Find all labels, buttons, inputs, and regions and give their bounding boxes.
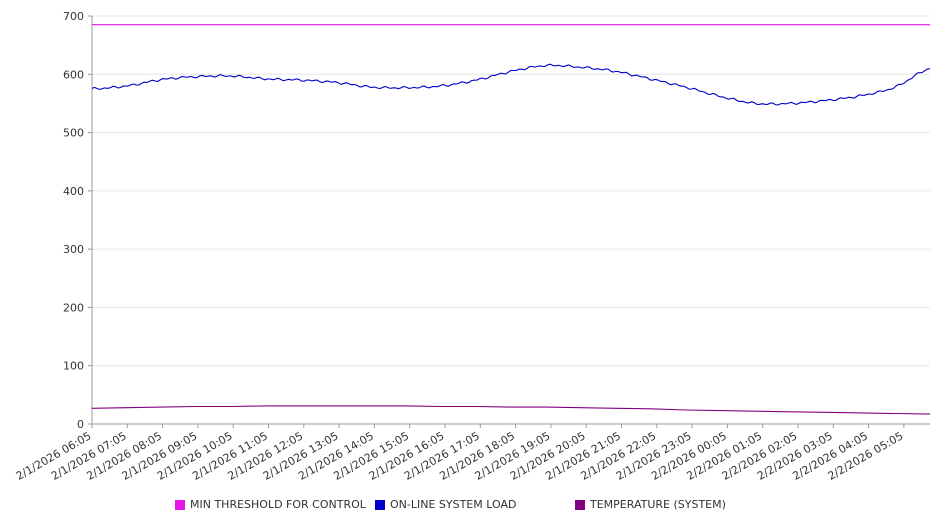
- legend-label-temperature: TEMPERATURE (SYSTEM): [590, 498, 726, 511]
- y-tick-label-500: 500: [63, 127, 84, 140]
- y-tick-label-0: 0: [77, 418, 84, 431]
- legend-label-min-threshold: MIN THRESHOLD FOR CONTROL: [190, 498, 366, 511]
- legend: MIN THRESHOLD FOR CONTROL ON-LINE SYSTEM…: [0, 498, 946, 514]
- legend-item-min-threshold[interactable]: MIN THRESHOLD FOR CONTROL: [175, 498, 366, 511]
- y-tick-label-200: 200: [63, 301, 84, 314]
- legend-item-system-load[interactable]: ON-LINE SYSTEM LOAD: [375, 498, 516, 511]
- legend-swatch-system-load: [375, 499, 385, 510]
- series-line-2: [91, 405, 931, 415]
- series-line-1: [91, 63, 931, 106]
- y-tick-label-300: 300: [63, 243, 84, 256]
- legend-item-temperature[interactable]: TEMPERATURE (SYSTEM): [575, 498, 726, 511]
- axes: [91, 16, 930, 425]
- legend-swatch-temperature: [575, 499, 585, 510]
- series-lines: [91, 24, 931, 415]
- y-tick-label-600: 600: [63, 68, 84, 81]
- x-axis-ticks: 2/1/2026 06:052/1/2026 07:052/1/2026 08:…: [14, 424, 905, 483]
- y-tick-label-100: 100: [63, 360, 84, 373]
- y-tick-label-400: 400: [63, 185, 84, 198]
- y-tick-label-700: 700: [63, 10, 84, 23]
- grid-lines: [92, 15, 930, 367]
- legend-label-system-load: ON-LINE SYSTEM LOAD: [390, 498, 517, 511]
- legend-swatch-min-threshold: [175, 499, 185, 510]
- y-axis-ticks: 0 100 200 300 400 500 600 700: [63, 10, 92, 431]
